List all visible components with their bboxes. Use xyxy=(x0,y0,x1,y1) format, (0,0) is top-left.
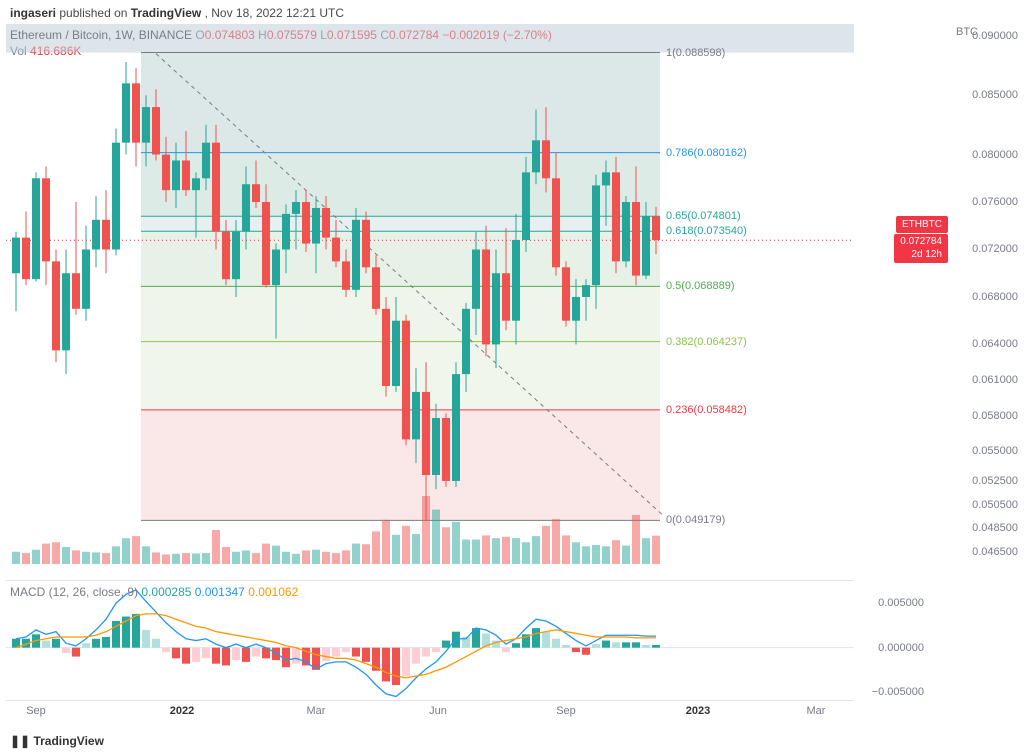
macd-value: 0.001347 xyxy=(195,585,245,599)
macd-tick: −0.005000 xyxy=(872,686,924,698)
macd-info: MACD (12, 26, close, 9) 0.000285 0.00134… xyxy=(10,585,298,599)
price-axis[interactable]: BTC 0.0900000.0850000.0800000.0760000.07… xyxy=(948,24,1018,564)
price-tick: 0.061000 xyxy=(972,374,1018,386)
price-tick: 0.046500 xyxy=(972,546,1018,558)
macd-hist-value: 0.000285 xyxy=(141,585,191,599)
fib-level-label: 1(0.088598) xyxy=(666,47,725,59)
fib-level-label: 0.65(0.074801) xyxy=(666,210,741,222)
price-tick: 0.058000 xyxy=(972,410,1018,422)
time-tick: Mar xyxy=(307,705,326,724)
platform: TradingView xyxy=(131,6,201,20)
timestamp: Nov 18, 2022 12:21 UTC xyxy=(211,6,344,20)
price-tick: 0.072000 xyxy=(972,243,1018,255)
time-tick: Sep xyxy=(26,705,46,724)
price-tick: 0.068000 xyxy=(972,291,1018,303)
macd-tick: 0.000000 xyxy=(878,642,924,654)
price-tick: 0.085000 xyxy=(972,89,1018,101)
tradingview-logo: ❚❚ TradingView xyxy=(10,734,104,748)
macd-tick: 0.005000 xyxy=(878,597,924,609)
price-tick: 0.055000 xyxy=(972,445,1018,457)
time-axis[interactable]: Sep 2022 Mar Jun Sep 2023 Mar xyxy=(6,700,854,724)
fib-level-label: 0.786(0.080162) xyxy=(666,147,747,159)
fib-level-label: 0(0.049179) xyxy=(666,514,725,526)
price-tick: 0.048500 xyxy=(972,522,1018,534)
macd-signal-value: 0.001062 xyxy=(248,585,298,599)
time-tick: 2022 xyxy=(170,705,194,724)
main-chart[interactable] xyxy=(6,24,854,564)
publish-header: ingaseri published on TradingView , Nov … xyxy=(10,6,344,20)
fib-level-label: 0.236(0.058482) xyxy=(666,404,747,416)
macd-panel[interactable]: MACD (12, 26, close, 9) 0.000285 0.00134… xyxy=(6,580,854,700)
time-tick: Jun xyxy=(429,705,447,724)
price-tick: 0.080000 xyxy=(972,149,1018,161)
price-tick: 0.052500 xyxy=(972,475,1018,487)
time-tick: 2023 xyxy=(686,705,710,724)
fib-level-label: 0.618(0.073540) xyxy=(666,225,747,237)
price-tick: 0.064000 xyxy=(972,338,1018,350)
time-tick: Sep xyxy=(556,705,576,724)
time-tick: Mar xyxy=(807,705,826,724)
price-tick: 0.090000 xyxy=(972,30,1018,42)
fib-level-label: 0.382(0.064237) xyxy=(666,336,747,348)
author: ingaseri xyxy=(10,6,56,20)
price-tick: 0.050500 xyxy=(972,499,1018,511)
current-price-tag: 0.072784 2d 12h xyxy=(894,234,948,263)
fib-level-label: 0.5(0.068889) xyxy=(666,280,735,292)
price-tick: 0.076000 xyxy=(972,196,1018,208)
symbol-tag: ETHBTC xyxy=(896,216,948,233)
